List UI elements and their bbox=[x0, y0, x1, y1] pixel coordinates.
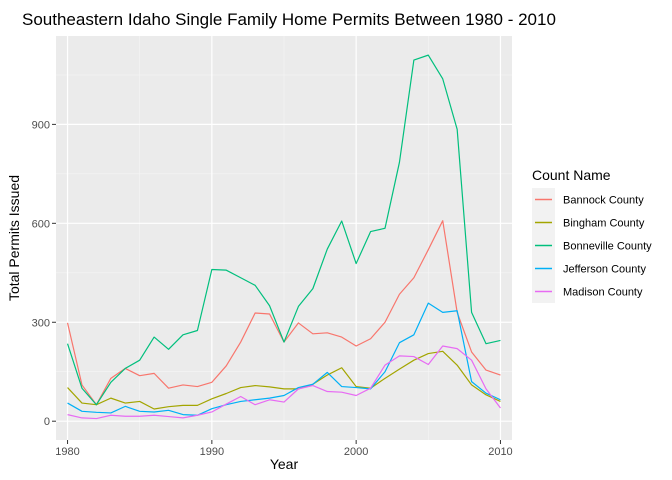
chart-title: Southeastern Idaho Single Family Home Pe… bbox=[22, 10, 556, 29]
x-axis-title: Year bbox=[270, 456, 299, 472]
x-tick-label: 2000 bbox=[344, 446, 368, 458]
legend-label-bannock-county: Bannock County bbox=[563, 195, 644, 207]
series-line-bingham-county bbox=[67, 350, 501, 410]
series-line-bonneville-county bbox=[66, 54, 501, 406]
x-tick-label: 1980 bbox=[55, 446, 79, 458]
legend-title: Count Name bbox=[532, 167, 611, 183]
grid-major bbox=[56, 36, 512, 440]
y-tick-label: 900 bbox=[32, 119, 50, 131]
series-lines bbox=[66, 54, 501, 420]
y-tick-label: 300 bbox=[32, 317, 50, 329]
legend-label-bingham-county: Bingham County bbox=[563, 218, 645, 230]
tick-labels: 1980 1990 2000 2010 0 300 600 900 bbox=[32, 119, 513, 458]
series-line-jefferson-county bbox=[67, 302, 501, 416]
y-tick-label: 0 bbox=[44, 416, 50, 428]
y-tick-label: 600 bbox=[32, 218, 50, 230]
axis-ticks bbox=[52, 123, 501, 444]
legend-label-bonneville-county: Bonneville County bbox=[563, 241, 652, 253]
legend-label-jefferson-county: Jefferson County bbox=[563, 264, 646, 276]
x-tick-label: 2010 bbox=[488, 446, 512, 458]
legend-label-madison-county: Madison County bbox=[563, 287, 643, 299]
series-line-madison-county bbox=[67, 345, 501, 420]
legend-items: Bannock County Bingham County Bonneville C… bbox=[532, 188, 652, 303]
x-tick-label: 1990 bbox=[200, 446, 224, 458]
y-axis-title: Total Permits Issued bbox=[6, 175, 22, 301]
